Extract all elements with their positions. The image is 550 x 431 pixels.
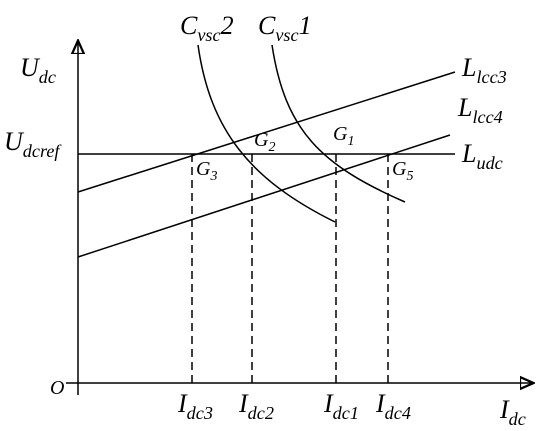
- vsc1-curve: [271, 44, 406, 203]
- curve-label: Cvsc1: [258, 11, 312, 45]
- vsc2-curve: [197, 44, 336, 223]
- point-label: G1: [333, 123, 354, 149]
- line-label: Ludc: [461, 139, 503, 173]
- current-label: Idc2: [238, 389, 274, 423]
- current-label: Idc1: [323, 389, 359, 423]
- reference-label: Udcref: [4, 127, 62, 161]
- line-label: Llcc4: [457, 93, 503, 127]
- y-axis-label: Udc: [20, 53, 56, 87]
- point-label: G2: [254, 129, 275, 155]
- point-label: G5: [392, 158, 413, 184]
- x-axis-label: Idc: [499, 395, 526, 429]
- origin: O: [50, 377, 64, 399]
- point-label: G3: [196, 158, 217, 184]
- current-label: Idc4: [375, 389, 411, 423]
- line-label: Llcc3: [461, 53, 507, 87]
- current-label: Idc3: [177, 389, 213, 423]
- lcc3-line: [77, 71, 456, 193]
- curve-label: Cvsc2: [180, 11, 234, 45]
